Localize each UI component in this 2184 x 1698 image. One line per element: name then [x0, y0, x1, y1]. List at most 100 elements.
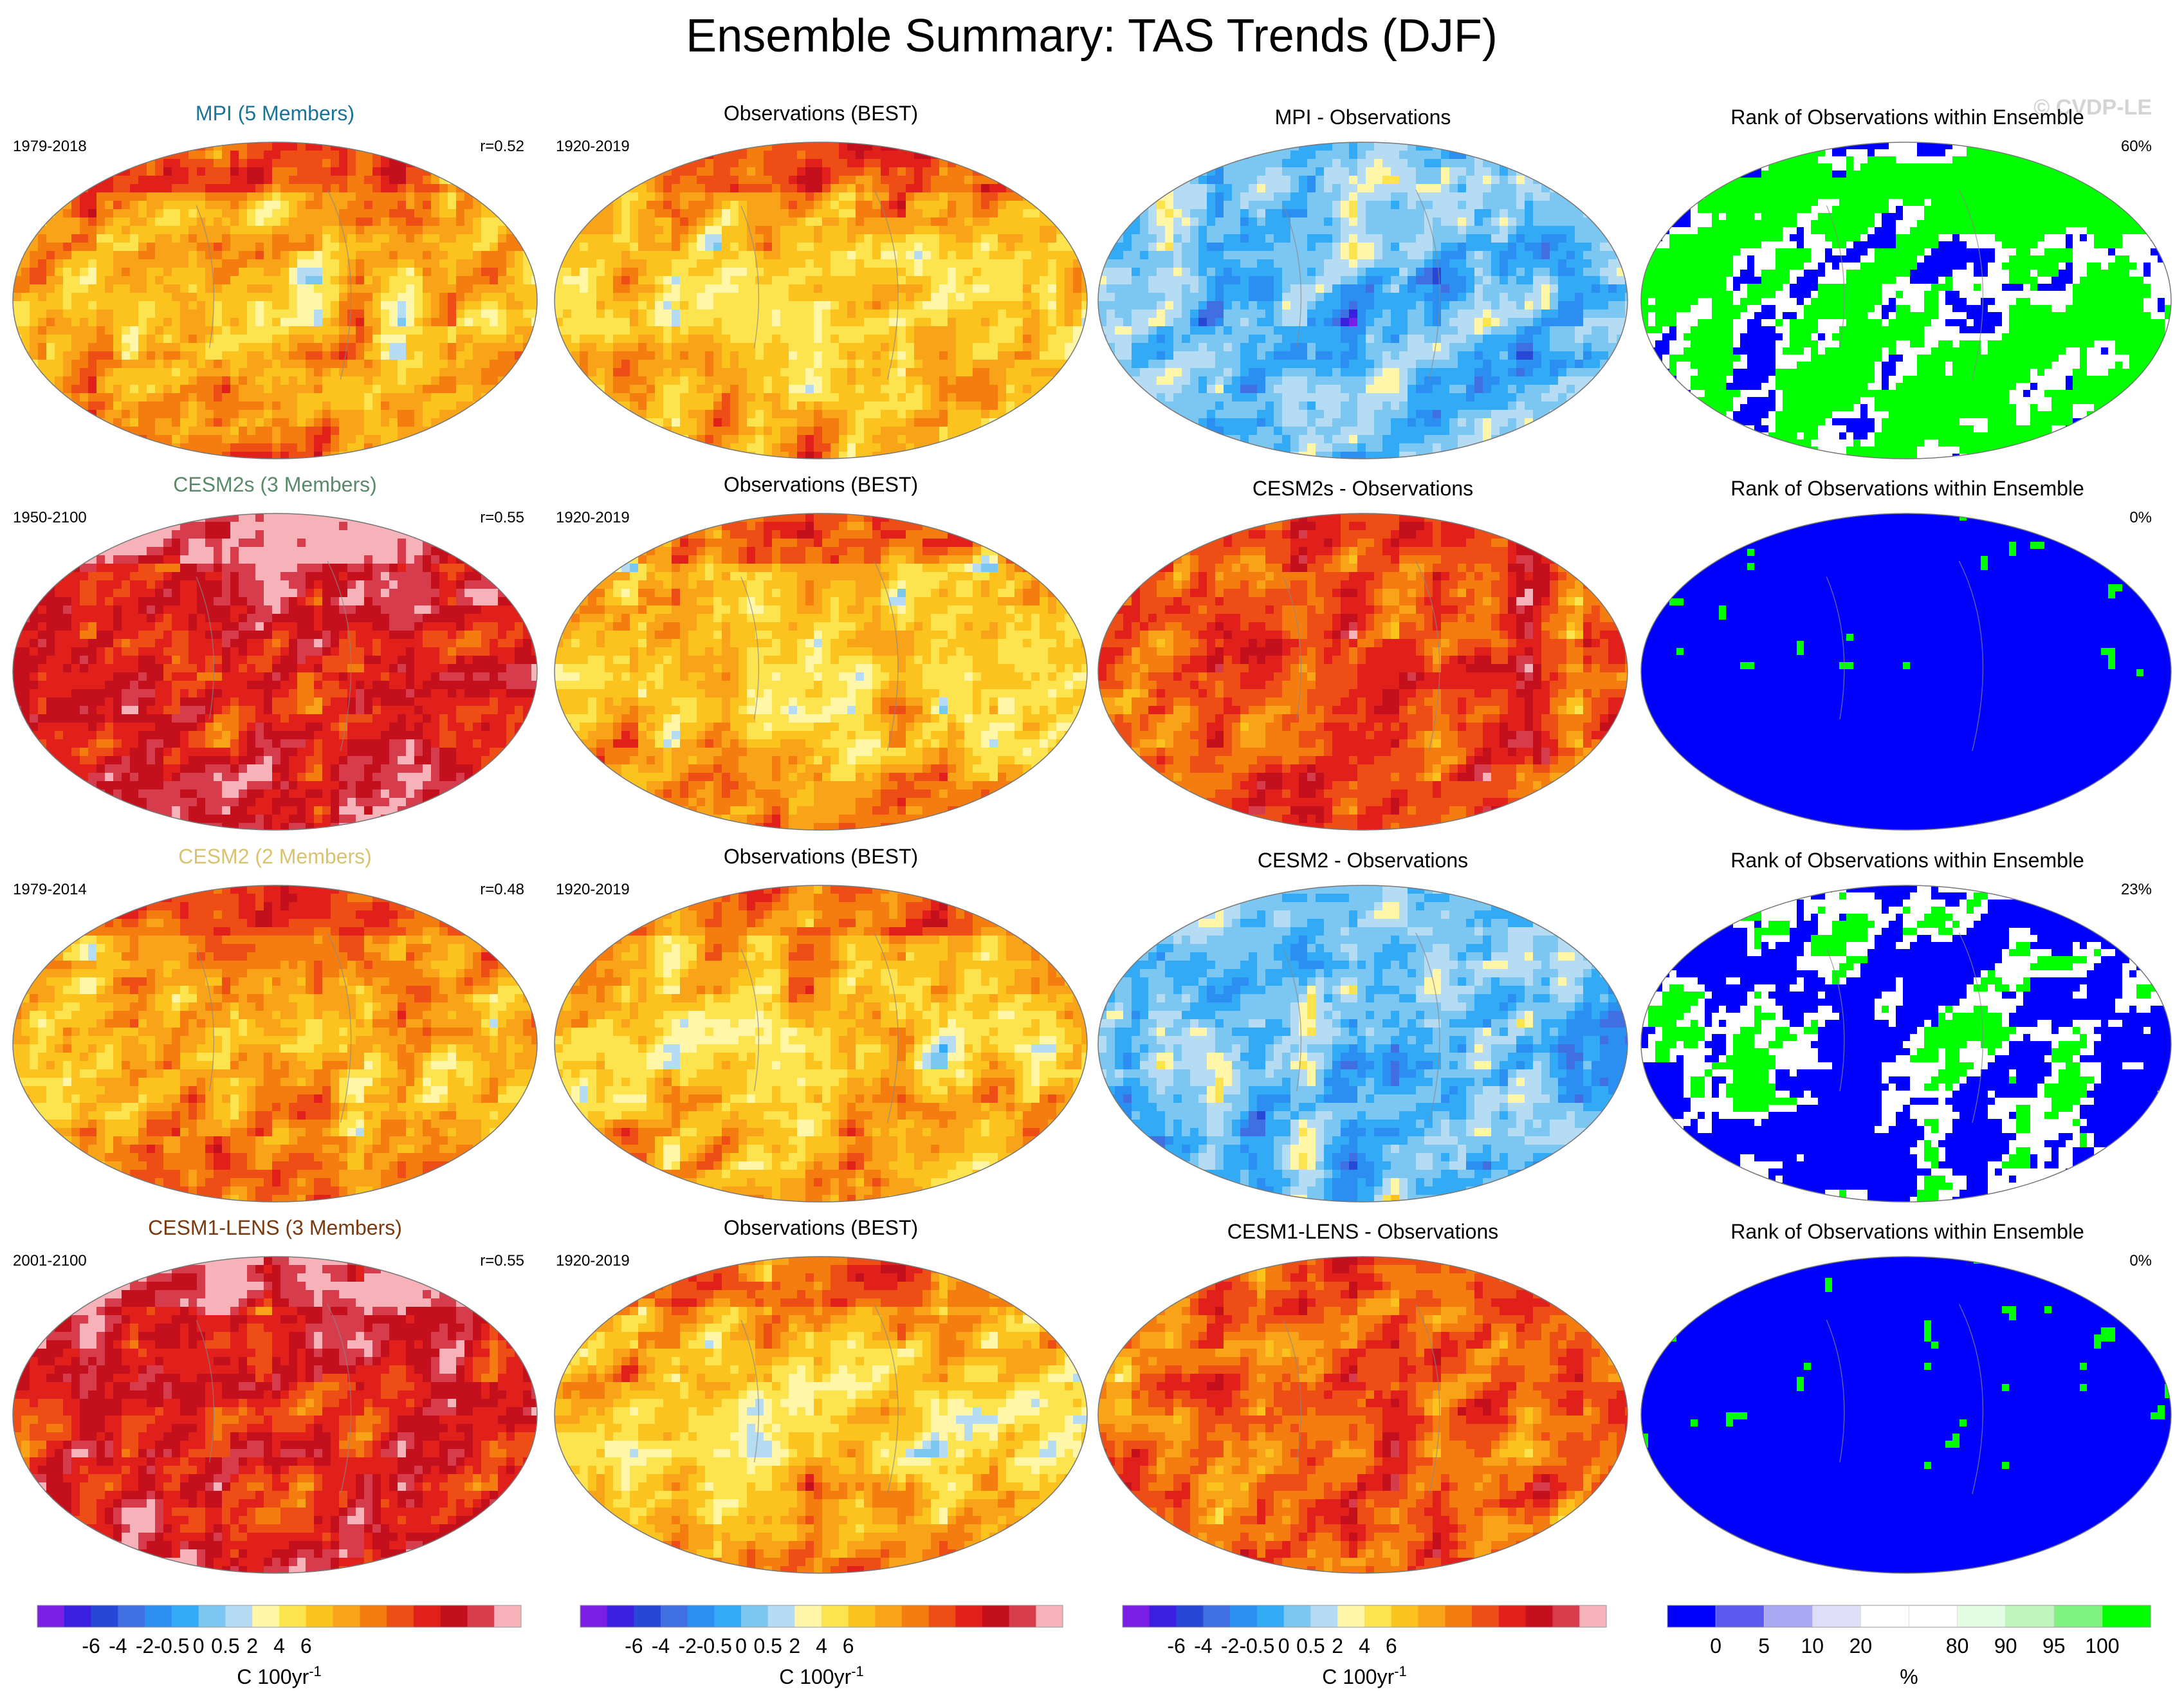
field-cell	[1324, 192, 1333, 201]
field-cell	[1307, 243, 1316, 252]
field-cell	[998, 167, 1007, 176]
field-cell	[414, 184, 423, 193]
field-cell	[239, 276, 248, 285]
field-cell	[222, 435, 231, 444]
field-cell	[805, 401, 814, 411]
field-cell	[188, 376, 197, 385]
field-cell	[339, 427, 348, 436]
field-cell	[331, 243, 340, 252]
field-cell	[297, 243, 306, 252]
field-cell	[948, 368, 957, 377]
field-cell	[523, 360, 532, 369]
field-cell	[498, 385, 507, 394]
field-cell	[306, 159, 315, 168]
field-cell	[906, 184, 915, 193]
field-cell	[822, 226, 831, 235]
field-cell	[63, 343, 72, 352]
field-cell	[713, 276, 722, 285]
field-cell	[1324, 234, 1333, 243]
field-cell	[347, 276, 356, 285]
field-cell	[255, 234, 264, 243]
field-cell	[264, 184, 273, 193]
field-cell	[939, 151, 948, 160]
field-cell	[1341, 167, 1350, 176]
field-cell	[381, 418, 390, 427]
field-cell	[389, 368, 398, 377]
field-cell	[697, 226, 706, 235]
field-cell	[981, 326, 990, 335]
field-cell	[755, 251, 764, 260]
field-cell	[755, 209, 764, 218]
field-cell	[214, 234, 223, 243]
field-cell	[780, 284, 789, 293]
field-cell	[881, 368, 890, 377]
field-cell	[197, 234, 206, 243]
field-cell	[655, 326, 664, 335]
field-cell	[814, 201, 823, 210]
field-cell	[347, 318, 356, 327]
field-cell	[672, 201, 681, 210]
field-cell	[423, 259, 432, 268]
field-cell	[205, 192, 214, 201]
field-cell	[805, 360, 814, 369]
field-cell	[481, 309, 490, 318]
field-cell	[155, 243, 164, 252]
field-cell	[96, 217, 106, 226]
field-cell	[113, 318, 122, 327]
field-cell	[464, 385, 473, 394]
field-cell	[138, 318, 147, 327]
field-cell	[1541, 201, 1550, 210]
field-cell	[372, 209, 381, 218]
field-cell	[230, 209, 239, 218]
field-cell	[688, 276, 697, 285]
field-cell	[772, 184, 781, 193]
field-cell	[1491, 184, 1500, 193]
field-cell	[498, 393, 507, 402]
field-cell	[1173, 217, 1182, 226]
field-cell	[197, 268, 206, 277]
field-cell	[1408, 268, 1417, 277]
field-cell	[872, 259, 881, 268]
field-cell	[939, 167, 948, 176]
field-cell	[764, 376, 773, 385]
field-cell	[914, 217, 923, 226]
field-cell	[764, 385, 773, 394]
field-cell	[655, 418, 664, 427]
field-cell	[672, 234, 681, 243]
field-cell	[814, 326, 823, 335]
field-cell	[214, 410, 223, 419]
field-cell	[830, 368, 840, 377]
field-cell	[856, 360, 865, 369]
field-cell	[1132, 234, 1141, 243]
field-cell	[498, 268, 507, 277]
field-cell	[264, 259, 273, 268]
field-cell	[448, 335, 457, 344]
field-cell	[805, 309, 814, 318]
field-cell	[580, 284, 589, 293]
field-cell	[973, 309, 982, 318]
field-cell	[772, 142, 781, 151]
field-cell	[122, 435, 131, 444]
field-cell	[747, 209, 756, 218]
field-cell	[1290, 192, 1299, 201]
field-cell	[680, 326, 689, 335]
field-cell	[1240, 251, 1249, 260]
field-cell	[448, 309, 457, 318]
field-cell	[1257, 184, 1266, 193]
field-cell	[456, 385, 465, 394]
field-cell	[998, 376, 1007, 385]
field-cell	[163, 360, 172, 369]
field-cell	[964, 209, 973, 218]
field-cell	[847, 385, 856, 394]
field-cell	[663, 401, 672, 411]
field-cell	[1500, 251, 1509, 260]
field-cell	[272, 452, 281, 459]
field-cell	[713, 284, 722, 293]
field-cell	[872, 368, 881, 377]
field-cell	[814, 410, 823, 419]
field-cell	[697, 293, 706, 302]
field-cell	[364, 360, 373, 369]
field-cell	[613, 243, 622, 252]
field-cell	[289, 276, 298, 285]
field-cell	[571, 335, 580, 344]
